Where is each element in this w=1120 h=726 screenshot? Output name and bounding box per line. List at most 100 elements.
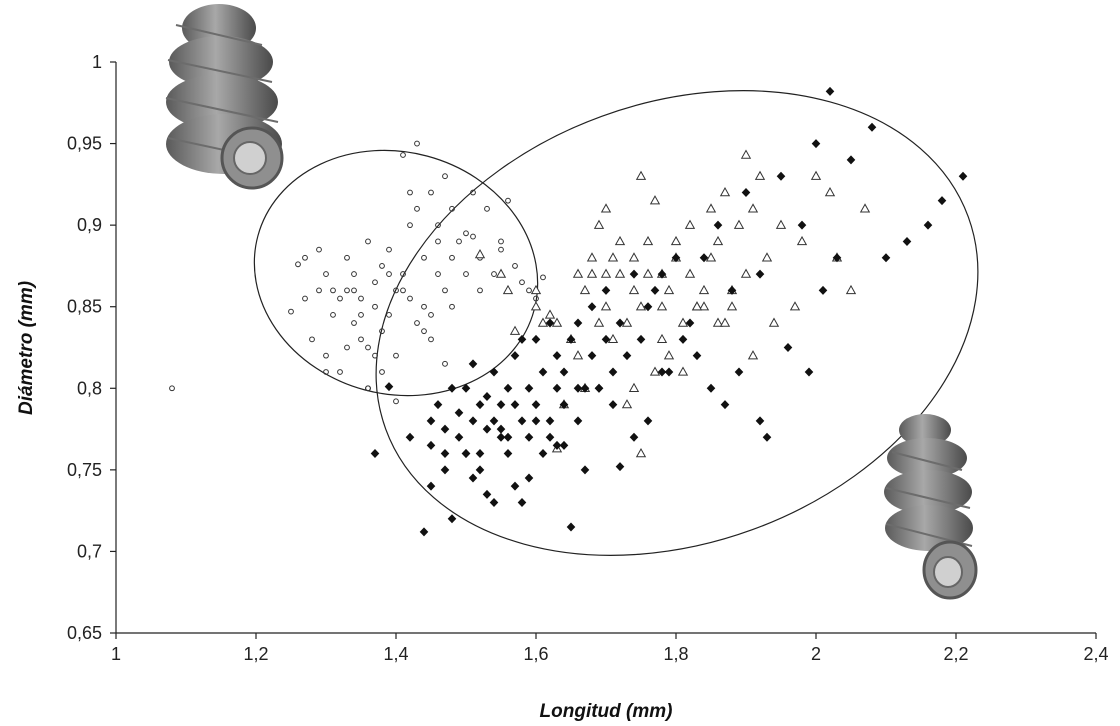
point-circle	[400, 287, 406, 294]
point-diamond	[524, 432, 534, 442]
point-diamond	[566, 334, 576, 344]
point-circle	[407, 222, 413, 229]
point-triangle	[572, 350, 584, 360]
point-triangle	[586, 252, 598, 262]
point-diamond	[615, 462, 625, 472]
point-triangle	[635, 170, 647, 180]
point-diamond	[510, 400, 520, 410]
point-triangle	[495, 268, 507, 278]
point-triangle	[747, 350, 759, 360]
point-triangle	[663, 350, 675, 360]
point-diamond	[440, 424, 450, 434]
x-tick-label: 1,2	[243, 644, 268, 664]
point-diamond	[902, 236, 912, 246]
point-triangle	[824, 186, 836, 197]
point-triangle	[656, 301, 668, 311]
point-diamond	[762, 432, 772, 442]
point-triangle	[600, 203, 612, 213]
point-triangle	[810, 170, 822, 180]
point-diamond	[958, 171, 968, 181]
point-circle	[421, 303, 427, 310]
point-diamond	[559, 440, 569, 450]
point-triangle	[607, 333, 619, 344]
point-diamond	[734, 367, 744, 377]
point-circle	[302, 254, 308, 261]
point-circle	[393, 287, 399, 294]
point-diamond	[587, 351, 597, 361]
point-circle	[330, 311, 336, 318]
point-triangle	[733, 219, 745, 229]
point-diamond	[727, 285, 737, 295]
point-diamond	[685, 318, 695, 328]
point-diamond	[538, 367, 548, 377]
point-diamond	[489, 367, 499, 377]
point-circle	[295, 261, 301, 268]
point-diamond	[615, 318, 625, 328]
point-circle	[337, 369, 343, 375]
point-diamond	[706, 383, 716, 393]
point-triangle	[628, 382, 640, 392]
point-diamond	[811, 139, 821, 149]
point-diamond	[545, 432, 555, 442]
point-circle	[498, 238, 504, 245]
point-diamond	[552, 351, 562, 361]
y-tick-label: 0,85	[67, 297, 102, 317]
point-triangle	[656, 333, 668, 344]
point-circle	[442, 360, 448, 367]
point-triangle	[474, 248, 486, 259]
point-diamond	[503, 432, 513, 442]
point-diamond	[489, 416, 499, 426]
point-triangle	[663, 284, 675, 295]
snail-shell-photo-top-left	[165, 4, 284, 190]
point-triangle	[684, 268, 696, 278]
point-circle	[470, 233, 476, 240]
point-circle	[309, 336, 315, 343]
point-diamond	[454, 408, 464, 418]
point-triangle	[621, 399, 633, 409]
point-triangle	[740, 149, 752, 159]
point-circle	[505, 197, 511, 204]
point-circle	[463, 230, 469, 237]
point-circle	[414, 320, 420, 326]
point-circle	[351, 320, 357, 326]
y-tick-label: 0,75	[67, 460, 102, 480]
point-circle	[288, 308, 294, 315]
y-tick-label: 0,95	[67, 134, 102, 154]
point-triangle	[635, 448, 647, 458]
point-diamond	[699, 253, 709, 263]
point-diamond	[475, 465, 485, 475]
point-diamond	[559, 367, 569, 377]
point-diamond	[608, 400, 618, 410]
point-circle	[316, 287, 322, 294]
point-diamond	[461, 449, 471, 459]
point-diamond	[755, 416, 765, 426]
point-circle	[456, 238, 462, 245]
point-circle	[421, 328, 427, 335]
point-circle	[414, 205, 420, 212]
point-circle	[316, 246, 322, 253]
point-triangle	[509, 325, 521, 335]
point-triangle	[789, 301, 801, 311]
point-circle	[358, 295, 364, 302]
point-circle	[393, 352, 399, 359]
point-circle	[365, 238, 371, 245]
point-diamond	[643, 302, 653, 312]
point-triangle	[712, 235, 724, 246]
axis-ticks: 1 1,2 1,4 1,6 1,8 2 2,2 2,4 0,65 0,7 0,75 0,8 0,85 0,…	[67, 52, 1109, 664]
point-diamond	[559, 400, 569, 410]
point-diamond	[573, 416, 583, 426]
point-diamond	[573, 318, 583, 328]
snail-shell-photo-bottom-right	[884, 414, 978, 600]
y-axis-title: Diámetro (mm)	[16, 281, 37, 415]
point-diamond	[846, 155, 856, 165]
point-diamond	[804, 367, 814, 377]
point-diamond	[720, 400, 730, 410]
point-triangle	[726, 301, 738, 311]
point-circle	[428, 311, 434, 318]
point-circle	[407, 295, 413, 302]
point-diamond	[440, 465, 450, 475]
point-diamond	[587, 302, 597, 312]
point-diamond	[370, 449, 380, 459]
point-circle	[379, 328, 385, 335]
point-triangle	[607, 252, 619, 262]
